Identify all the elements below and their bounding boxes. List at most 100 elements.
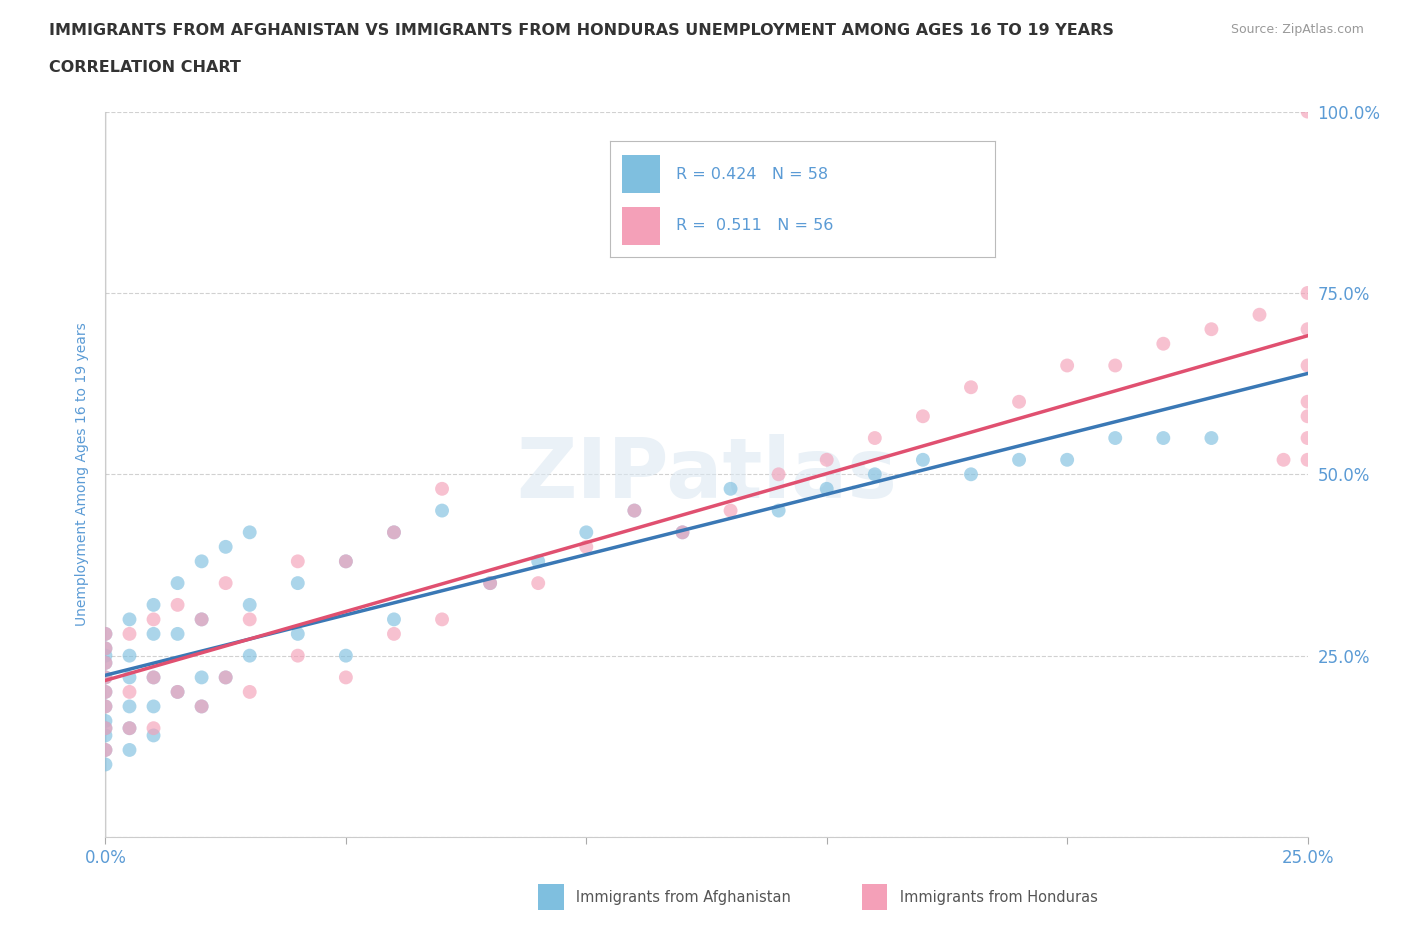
- Point: [94, 656, 117, 671]
- Point: [287, 576, 309, 591]
- Text: Immigrants from Afghanistan: Immigrants from Afghanistan: [562, 890, 792, 905]
- Point: [479, 576, 502, 591]
- Point: [1296, 431, 1319, 445]
- Point: [214, 670, 236, 684]
- Point: [335, 554, 357, 569]
- Point: [214, 539, 236, 554]
- Point: [720, 482, 742, 497]
- Point: [142, 670, 165, 684]
- Point: [94, 699, 117, 714]
- Point: [190, 699, 212, 714]
- Point: [118, 742, 141, 757]
- Point: [960, 379, 983, 394]
- Point: [623, 503, 645, 518]
- Point: [335, 554, 357, 569]
- Point: [815, 482, 838, 497]
- Point: [94, 713, 117, 728]
- Point: [1056, 358, 1078, 373]
- Text: Source: ZipAtlas.com: Source: ZipAtlas.com: [1230, 23, 1364, 36]
- Point: [863, 467, 886, 482]
- Point: [118, 670, 141, 684]
- Point: [575, 525, 598, 539]
- Point: [214, 670, 236, 684]
- Point: [911, 452, 934, 467]
- Point: [1201, 431, 1223, 445]
- Point: [335, 648, 357, 663]
- Point: [1104, 431, 1126, 445]
- Point: [1104, 358, 1126, 373]
- Point: [94, 742, 117, 757]
- Text: Immigrants from Honduras: Immigrants from Honduras: [886, 890, 1098, 905]
- Point: [94, 684, 117, 699]
- Point: [94, 684, 117, 699]
- Point: [1296, 322, 1319, 337]
- Point: [166, 684, 188, 699]
- Point: [166, 684, 188, 699]
- Point: [1152, 431, 1174, 445]
- Point: [142, 597, 165, 612]
- Point: [768, 467, 790, 482]
- Point: [960, 467, 983, 482]
- Point: [1249, 307, 1271, 322]
- Point: [94, 670, 117, 684]
- Point: [335, 670, 357, 684]
- Point: [623, 503, 645, 518]
- Point: [1056, 452, 1078, 467]
- Point: [118, 721, 141, 736]
- Point: [166, 597, 188, 612]
- Point: [94, 728, 117, 743]
- Point: [94, 648, 117, 663]
- Point: [239, 612, 262, 627]
- Point: [527, 554, 550, 569]
- Point: [382, 612, 405, 627]
- Point: [239, 597, 262, 612]
- Point: [142, 612, 165, 627]
- Point: [190, 699, 212, 714]
- Point: [239, 648, 262, 663]
- Point: [382, 525, 405, 539]
- Text: CORRELATION CHART: CORRELATION CHART: [49, 60, 240, 75]
- Point: [142, 699, 165, 714]
- Point: [1296, 286, 1319, 300]
- Point: [863, 431, 886, 445]
- Point: [239, 525, 262, 539]
- Point: [720, 503, 742, 518]
- Point: [430, 612, 453, 627]
- Point: [118, 648, 141, 663]
- Y-axis label: Unemployment Among Ages 16 to 19 years: Unemployment Among Ages 16 to 19 years: [76, 323, 90, 626]
- Point: [382, 627, 405, 642]
- Point: [142, 627, 165, 642]
- Point: [118, 627, 141, 642]
- Point: [166, 576, 188, 591]
- Point: [190, 670, 212, 684]
- Point: [1296, 394, 1319, 409]
- Point: [118, 699, 141, 714]
- Point: [430, 503, 453, 518]
- Point: [1201, 322, 1223, 337]
- Point: [118, 684, 141, 699]
- Point: [1008, 394, 1031, 409]
- Point: [142, 728, 165, 743]
- Point: [166, 627, 188, 642]
- Point: [382, 525, 405, 539]
- Point: [94, 742, 117, 757]
- Point: [94, 721, 117, 736]
- Point: [142, 721, 165, 736]
- Point: [287, 648, 309, 663]
- Point: [1296, 104, 1319, 119]
- Point: [94, 670, 117, 684]
- Point: [94, 699, 117, 714]
- Point: [94, 641, 117, 656]
- Point: [239, 684, 262, 699]
- Point: [1272, 452, 1295, 467]
- Point: [479, 576, 502, 591]
- Text: IMMIGRANTS FROM AFGHANISTAN VS IMMIGRANTS FROM HONDURAS UNEMPLOYMENT AMONG AGES : IMMIGRANTS FROM AFGHANISTAN VS IMMIGRANT…: [49, 23, 1114, 38]
- Point: [287, 627, 309, 642]
- Point: [1008, 452, 1031, 467]
- Text: ZIPatlas: ZIPatlas: [516, 433, 897, 515]
- Point: [94, 627, 117, 642]
- Point: [1296, 409, 1319, 424]
- Point: [768, 503, 790, 518]
- Point: [1296, 358, 1319, 373]
- Point: [94, 627, 117, 642]
